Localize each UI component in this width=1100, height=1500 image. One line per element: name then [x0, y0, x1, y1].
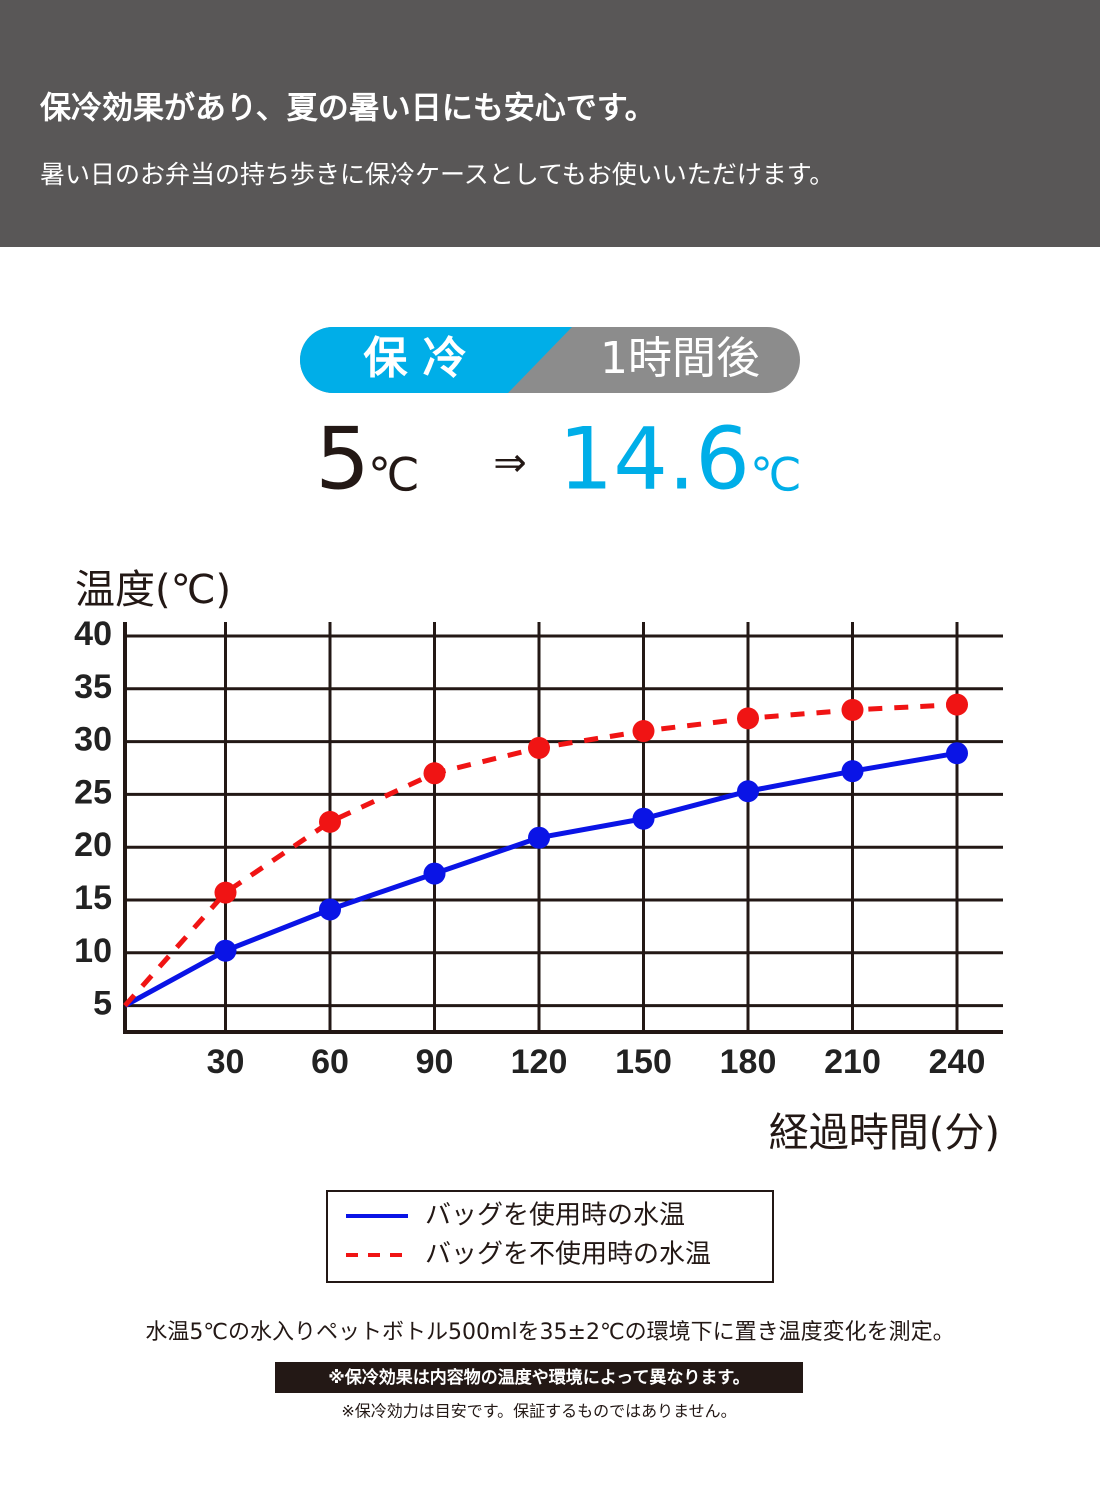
data-point: [946, 693, 968, 716]
badge-time: 1時間後: [600, 333, 760, 384]
data-point: [737, 707, 759, 730]
y-axis-label: 温度(℃): [75, 567, 231, 613]
y-tick-label: 20: [74, 826, 112, 864]
note-condition: 水温5℃の水入りペットボトル500mlを35±2℃の環境下に置き温度変化を測定。: [145, 1320, 954, 1345]
x-tick-label: 150: [615, 1043, 672, 1081]
result-to-unit: ℃: [750, 448, 802, 502]
warning-band: [275, 1362, 803, 1393]
data-point: [946, 742, 968, 765]
y-tick-label: 35: [74, 668, 112, 706]
legend-label: バッグを不使用時の水温: [425, 1240, 711, 1270]
x-tick-label: 120: [511, 1043, 568, 1081]
data-point: [632, 807, 655, 830]
y-tick-label: 15: [74, 879, 112, 917]
x-tick-label: 90: [416, 1043, 454, 1081]
data-point: [319, 898, 341, 921]
x-tick-label: 210: [824, 1043, 881, 1081]
x-axis-label: 経過時間(分): [769, 1110, 1000, 1156]
note-disclaimer: ※保冷効力は目安です。保証するものではありません。: [341, 1402, 736, 1421]
result-arrow: ⇒: [493, 440, 527, 486]
x-tick-label: 30: [207, 1043, 245, 1081]
note-warning: ※保冷効果は内容物の温度や環境によって異なります。: [328, 1367, 749, 1388]
data-point: [737, 780, 759, 803]
data-point: [319, 810, 341, 833]
data-point: [841, 760, 864, 783]
data-point: [528, 826, 550, 849]
result-from: 5: [315, 409, 370, 509]
header-band: [0, 0, 1100, 247]
x-tick-label: 180: [720, 1043, 777, 1081]
data-point: [632, 720, 655, 743]
data-point: [214, 881, 237, 904]
data-point: [841, 698, 864, 721]
y-tick-label: 25: [74, 773, 112, 811]
header-title: 保冷効果があり、夏の暑い日にも安心です。: [40, 91, 656, 127]
data-point: [423, 862, 446, 885]
x-tick-label: 60: [311, 1043, 349, 1081]
data-point: [214, 939, 237, 962]
badge: [300, 327, 800, 393]
y-tick-label: 30: [74, 721, 112, 759]
series-line: [123, 750, 958, 1008]
y-tick-label: 5: [93, 985, 112, 1023]
y-tick-label: 40: [74, 615, 112, 653]
data-point: [423, 762, 446, 785]
y-tick-label: 10: [74, 932, 112, 970]
data-point: [528, 736, 550, 759]
result-to: 14.6: [559, 409, 750, 509]
legend-label: バッグを使用時の水温: [425, 1201, 685, 1231]
result-from-unit: ℃: [368, 448, 420, 502]
x-tick-label: 240: [929, 1043, 986, 1081]
badge-label: 保 冷: [363, 333, 466, 384]
legend-box: [326, 1190, 774, 1283]
header-subtitle: 暑い日のお弁当の持ち歩きに保冷ケースとしてもお使いいただけます。: [40, 160, 834, 189]
